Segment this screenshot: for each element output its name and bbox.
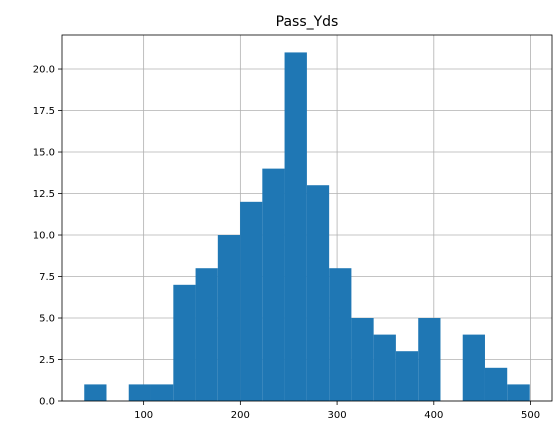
histogram-bar: [284, 52, 307, 402]
histogram-bar: [418, 318, 441, 401]
histogram-bar: [173, 284, 196, 401]
histogram-bar: [195, 268, 218, 401]
histogram-bar: [484, 367, 508, 401]
histogram-bar: [240, 201, 263, 401]
axes: [61, 34, 553, 402]
x-tick-label: 100: [134, 410, 153, 421]
histogram-bar: [373, 334, 396, 401]
y-tick-label: 7.5: [39, 272, 55, 283]
histogram-bar: [217, 235, 241, 401]
chart-title: Pass_Yds: [276, 14, 339, 30]
histogram-bars: [84, 52, 530, 402]
histogram-bar: [128, 384, 151, 401]
histogram-bar: [462, 334, 485, 401]
y-tick-label: 0.0: [39, 397, 55, 408]
histogram-bar: [507, 384, 530, 401]
y-tick-label: 2.5: [39, 355, 55, 366]
y-tick-label: 17.5: [33, 106, 55, 117]
histogram-bar: [306, 185, 330, 401]
y-tick-label: 12.5: [33, 189, 55, 200]
x-tick-label: 200: [231, 410, 250, 421]
ticks: 100 200 300 400 500 0.0 2.5 5.0 7.5 10.0 12.5 15.0 1…: [33, 65, 540, 421]
y-tick-label: 20.0: [33, 65, 55, 76]
histogram-bar: [150, 384, 174, 401]
y-tick-label: 10.0: [33, 231, 55, 242]
plot-frame: [61, 34, 553, 402]
y-tick-label: 15.0: [33, 148, 55, 159]
x-tick-label: 400: [424, 410, 443, 421]
histogram-bar: [84, 384, 107, 401]
histogram-bar: [329, 268, 352, 401]
x-tick-label: 500: [521, 410, 540, 421]
histogram-bar: [395, 351, 419, 401]
histogram-bar: [262, 168, 285, 401]
histogram-bar: [351, 318, 374, 401]
x-tick-label: 300: [328, 410, 347, 421]
y-tick-label: 5.0: [39, 314, 55, 325]
